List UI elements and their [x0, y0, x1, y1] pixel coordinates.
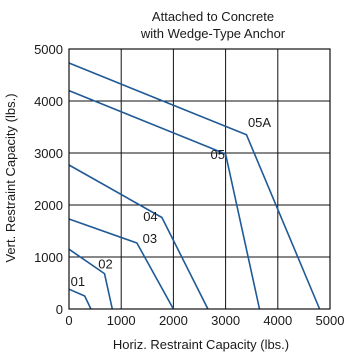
series-label-02: 02: [98, 256, 112, 271]
series-label-05a: 05A: [248, 115, 271, 130]
x-tick-label: 1000: [107, 313, 136, 328]
y-tick-label: 3000: [34, 146, 63, 161]
y-tick-label: 1000: [34, 250, 63, 265]
series-line-05: [68, 89, 261, 310]
x-tick-label: 2000: [159, 313, 188, 328]
series-line-01: [68, 288, 92, 310]
series-line-05a: [68, 62, 321, 310]
tick-labels: 0 1000 2000 3000 4000 5000 0 1000 2000 3000 4000 50…: [34, 42, 344, 328]
x-tick-label: 4000: [263, 313, 292, 328]
x-tick-label: 3000: [211, 313, 240, 328]
chart-title-line-2: with Wedge-Type Anchor: [140, 26, 286, 41]
x-axis-label: Horiz. Restraint Capacity (lbs.): [113, 337, 289, 352]
series-line-04: [68, 164, 209, 310]
series-group: [68, 62, 321, 310]
series-label-03: 03: [143, 231, 157, 246]
y-axis-label: Vert. Restraint Capacity (lbs.): [3, 93, 18, 262]
y-tick-label: 2000: [34, 198, 63, 213]
series-labels: 01 02 03 04 05 05A: [71, 115, 272, 289]
series-line-03: [68, 218, 175, 310]
y-tick-label: 5000: [34, 42, 63, 57]
series-line-02: [68, 248, 114, 310]
x-tick-label: 0: [65, 313, 72, 328]
y-tick-label: 0: [56, 302, 63, 317]
plot-frame: [68, 48, 331, 310]
y-tick-label: 4000: [34, 94, 63, 109]
series-label-05: 05: [211, 147, 225, 162]
x-tick-label: 5000: [316, 313, 344, 328]
series-label-01: 01: [71, 274, 85, 289]
series-label-04: 04: [143, 209, 157, 224]
chart-title-line-1: Attached to Concrete: [152, 9, 274, 24]
